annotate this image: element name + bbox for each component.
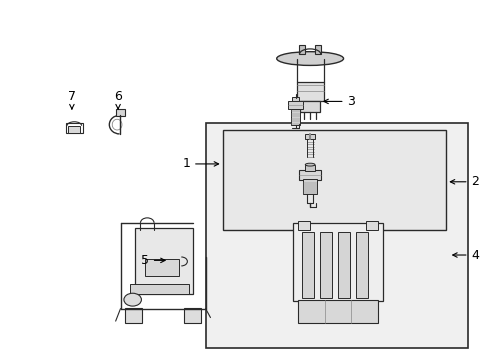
- Bar: [144, 258, 179, 276]
- Text: 5: 5: [141, 254, 165, 267]
- Bar: [297, 300, 377, 323]
- Bar: [337, 232, 349, 298]
- Bar: [366, 221, 377, 230]
- Bar: [355, 232, 367, 298]
- Circle shape: [123, 293, 141, 306]
- Text: 3: 3: [323, 95, 355, 108]
- Bar: [135, 228, 193, 294]
- Bar: [292, 223, 382, 301]
- Ellipse shape: [276, 52, 343, 66]
- Bar: [320, 232, 331, 298]
- Bar: [305, 134, 314, 139]
- Bar: [183, 308, 201, 323]
- Bar: [314, 45, 320, 54]
- Text: 1: 1: [182, 157, 218, 170]
- Bar: [287, 102, 302, 109]
- Bar: [300, 101, 319, 112]
- Bar: [296, 82, 323, 102]
- Bar: [302, 179, 317, 194]
- Bar: [305, 165, 314, 171]
- Bar: [222, 130, 446, 230]
- Text: 2: 2: [449, 175, 478, 188]
- Bar: [290, 109, 300, 125]
- Bar: [302, 232, 313, 298]
- Bar: [65, 123, 83, 133]
- Text: 6: 6: [114, 90, 122, 109]
- Bar: [297, 221, 309, 230]
- Bar: [205, 123, 467, 348]
- Bar: [130, 284, 188, 294]
- Bar: [299, 170, 320, 180]
- Bar: [125, 308, 142, 323]
- Ellipse shape: [305, 163, 314, 166]
- Bar: [299, 45, 305, 54]
- Text: 4: 4: [452, 248, 478, 261]
- Text: 7: 7: [68, 90, 76, 109]
- Bar: [291, 97, 299, 102]
- Bar: [116, 109, 124, 116]
- Bar: [68, 126, 80, 133]
